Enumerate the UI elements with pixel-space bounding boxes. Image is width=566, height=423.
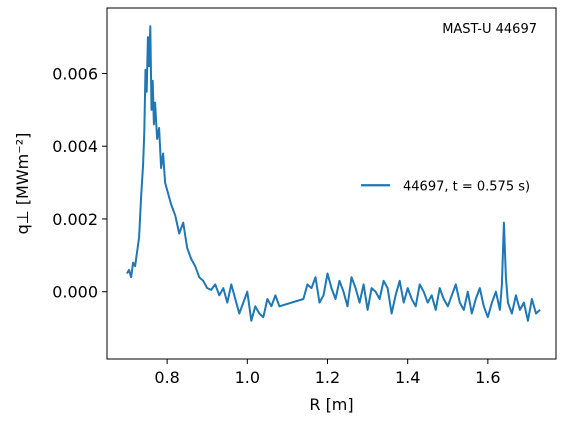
y-axis-label: q⊥ [MWm⁻²] <box>13 133 32 235</box>
plot-area <box>106 7 557 360</box>
series-line-0 <box>126 25 541 322</box>
x-axis: 0.8 1.0 1.2 1.4 1.6 <box>154 359 501 387</box>
legend: 44697, t = 0.575 s) <box>361 179 530 194</box>
x-axis-label: R [m] <box>309 395 353 414</box>
x-tick-label: 1.2 <box>315 368 340 387</box>
y-tick-label: 0.000 <box>52 283 98 302</box>
x-tick-label: 1.4 <box>395 368 420 387</box>
y-tick-label: 0.006 <box>52 64 98 83</box>
y-axis: 0.000 0.002 0.004 0.006 <box>52 64 107 302</box>
y-tick-label: 0.004 <box>52 137 98 156</box>
x-tick-label: 0.8 <box>154 368 179 387</box>
series-layer <box>126 25 541 322</box>
chart-annotation: MAST-U 44697 <box>442 22 537 37</box>
legend-label: 44697, t = 0.575 s) <box>403 179 530 194</box>
plot-frame <box>106 7 557 360</box>
x-tick-label: 1.6 <box>475 368 500 387</box>
y-tick-label: 0.002 <box>52 210 98 229</box>
x-tick-label: 1.0 <box>235 368 260 387</box>
